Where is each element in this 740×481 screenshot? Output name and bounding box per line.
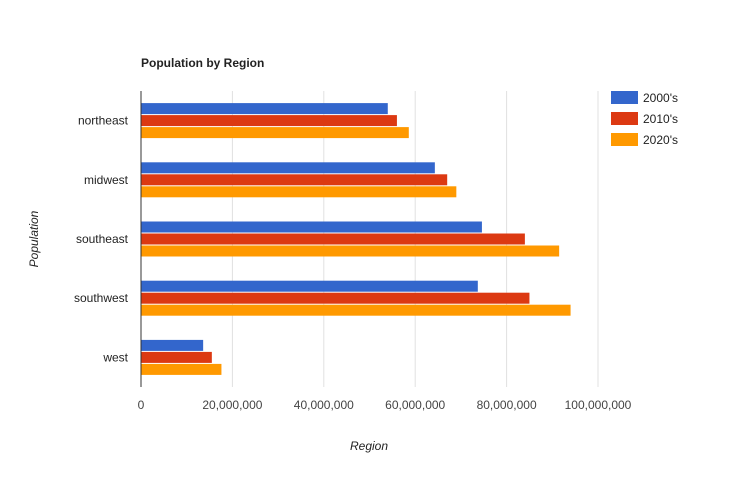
bars: [141, 103, 571, 375]
x-tick-label: 100,000,000: [565, 398, 632, 412]
category-labels: northeast midwest southeast southwest west: [74, 114, 129, 365]
bar-midwest-0: [141, 162, 435, 174]
legend-label: 2020's: [643, 133, 678, 147]
x-tick-label: 40,000,000: [294, 398, 354, 412]
legend: 2000's 2010's 2020's: [611, 91, 678, 147]
x-tick-label: 80,000,000: [477, 398, 537, 412]
category-label: southeast: [76, 232, 129, 246]
x-tick-labels: 0 20,000,000 40,000,000 60,000,000 80,000,00…: [138, 398, 632, 412]
bar-northeast-2: [141, 127, 409, 139]
bar-southeast-2: [141, 245, 560, 257]
category-label: northeast: [78, 114, 129, 128]
bar-west-1: [141, 351, 212, 363]
category-label: west: [102, 350, 128, 364]
bar-southwest-2: [141, 304, 571, 316]
bar-west-2: [141, 363, 222, 375]
bar-southeast-1: [141, 233, 525, 245]
bar-west-0: [141, 339, 204, 351]
legend-swatch: [611, 133, 638, 146]
category-label: southwest: [74, 291, 129, 305]
bar-southwest-0: [141, 280, 478, 292]
bar-midwest-2: [141, 186, 457, 198]
legend-label: 2000's: [643, 91, 678, 105]
bar-northeast-1: [141, 115, 397, 127]
bar-northeast-0: [141, 103, 388, 115]
bar-southwest-1: [141, 292, 530, 304]
legend-swatch: [611, 112, 638, 125]
x-tick-label: 0: [138, 398, 145, 412]
x-axis-title: Region: [350, 439, 388, 453]
y-axis-title: Population: [27, 210, 41, 267]
category-label: midwest: [84, 173, 129, 187]
legend-label: 2010's: [643, 112, 678, 126]
bar-midwest-1: [141, 174, 448, 186]
x-tick-label: 20,000,000: [202, 398, 262, 412]
legend-swatch: [611, 91, 638, 104]
bar-southeast-0: [141, 221, 482, 233]
x-tick-label: 60,000,000: [385, 398, 445, 412]
chart-title: Population by Region: [141, 56, 264, 70]
